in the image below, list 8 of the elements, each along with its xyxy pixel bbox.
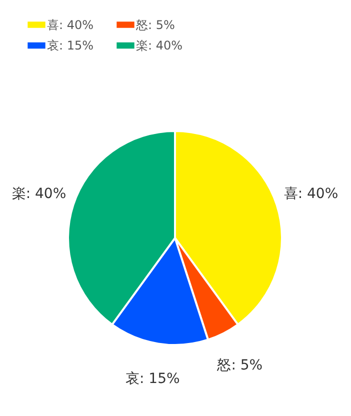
slice-label: 怒: 5% bbox=[216, 357, 263, 374]
slice-label: 楽: 40% bbox=[12, 186, 66, 202]
legend-label: 喜: 40% bbox=[47, 18, 94, 32]
legend-label: 怒: 5% bbox=[135, 18, 175, 32]
slice-label: 喜: 40% bbox=[284, 186, 338, 202]
legend-label: 哀: 15% bbox=[47, 38, 94, 52]
legend-label: 楽: 40% bbox=[136, 38, 183, 52]
slice-label: 哀: 15% bbox=[125, 371, 180, 388]
